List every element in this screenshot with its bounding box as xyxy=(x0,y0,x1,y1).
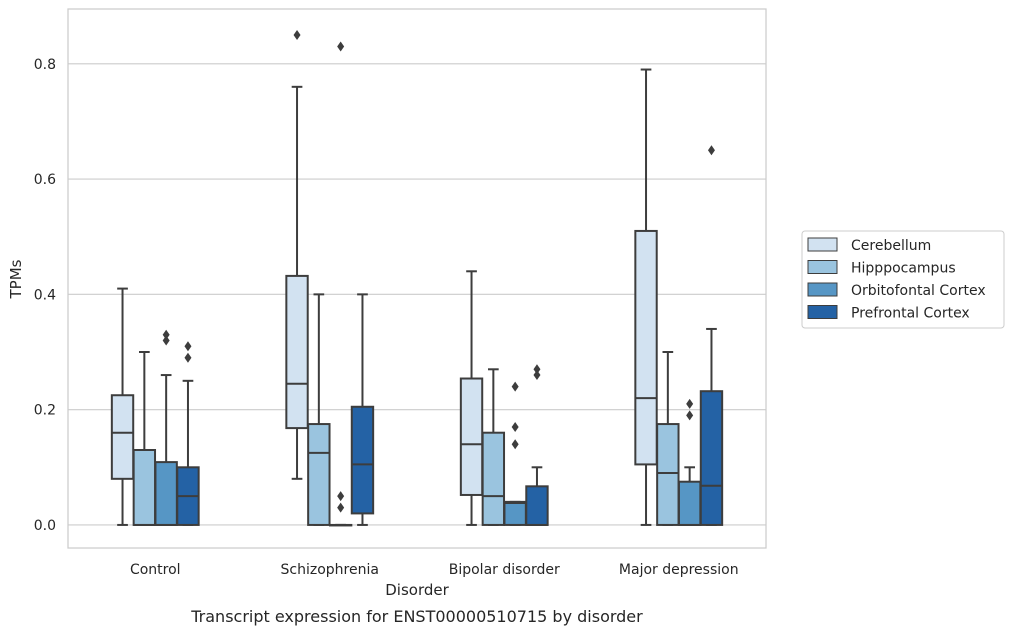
y-tick-label: 0.2 xyxy=(34,403,56,419)
legend-swatch xyxy=(807,305,838,319)
legend-entries: Cerebellum Hipppocampus Orbitofontal Corte… xyxy=(807,237,986,322)
outlier-point xyxy=(511,439,519,450)
legend-swatch xyxy=(807,237,838,252)
x-tick-label: Bipolar disorder xyxy=(449,562,560,578)
box-group xyxy=(154,329,178,526)
y-tick-labels: 0.0 0.2 0.4 0.6 0.8 xyxy=(34,57,56,534)
outlier-point xyxy=(511,421,519,432)
box-group xyxy=(656,351,680,526)
y-tick-label: 0.6 xyxy=(34,172,56,188)
box-group xyxy=(459,270,484,526)
x-tick-label: Major depression xyxy=(619,562,739,578)
box-body xyxy=(634,229,658,466)
box-body xyxy=(481,431,506,526)
y-tick-label: 0.4 xyxy=(34,287,56,303)
chart-caption: Transcript expression for ENST0000051071… xyxy=(190,607,643,626)
outlier-point xyxy=(162,329,170,340)
box-body xyxy=(110,394,135,480)
outlier-point xyxy=(162,335,170,346)
legend-swatch xyxy=(807,260,838,274)
outlier-point xyxy=(533,364,541,375)
box-group xyxy=(328,41,353,527)
box-group xyxy=(285,29,309,480)
box-body xyxy=(525,485,549,526)
box-body xyxy=(503,500,527,526)
legend-label: Hipppocampus xyxy=(851,261,956,277)
outlier-point xyxy=(707,145,715,156)
box-groups xyxy=(110,29,724,527)
outlier-point xyxy=(511,381,519,392)
legend-label: Cerebellum xyxy=(851,238,931,254)
outlier-point xyxy=(293,29,301,40)
outlier-point xyxy=(184,341,192,352)
legend-frame xyxy=(801,230,1005,329)
plot-frame xyxy=(67,8,767,549)
y-tick-label: 0.0 xyxy=(34,518,56,534)
outlier-point xyxy=(533,370,541,381)
legend-label: Orbitofontal Cortex xyxy=(851,283,986,299)
box-group xyxy=(307,293,331,526)
outlier-point xyxy=(686,398,694,409)
box-group xyxy=(350,293,375,526)
box-body xyxy=(350,405,375,515)
box-group xyxy=(525,364,549,526)
outlier-point xyxy=(686,410,694,421)
box-body xyxy=(154,461,178,526)
box-group xyxy=(176,341,200,526)
box-group xyxy=(503,381,527,526)
box-group xyxy=(634,68,658,526)
outlier-point xyxy=(184,352,192,363)
y-axis-label: TPMs xyxy=(7,259,25,299)
y-tick-label: 0.8 xyxy=(34,57,56,73)
box-group xyxy=(110,287,135,526)
box-body xyxy=(307,423,331,526)
x-tick-labels: Control Schizophrenia Bipolar disorder Majo… xyxy=(130,562,739,578)
box-body xyxy=(656,423,680,526)
x-tick-label: Schizophrenia xyxy=(281,562,379,578)
box-body xyxy=(699,390,724,526)
legend-label: Prefrontal Cortex xyxy=(851,306,970,322)
box-body xyxy=(132,449,157,526)
box-body xyxy=(285,274,309,430)
box-group xyxy=(699,145,724,526)
legend-swatch xyxy=(807,282,838,297)
outlier-point xyxy=(337,491,345,502)
outlier-point xyxy=(337,41,345,52)
box-body xyxy=(677,480,702,526)
box-group xyxy=(481,368,506,526)
outlier-point xyxy=(337,502,345,513)
box-group xyxy=(677,398,702,526)
x-axis-label: Disorder xyxy=(385,581,449,599)
legend: Cerebellum Hipppocampus Orbitofontal Corte… xyxy=(801,230,1005,329)
box-body xyxy=(459,377,484,496)
x-tick-label: Control xyxy=(130,562,181,578)
